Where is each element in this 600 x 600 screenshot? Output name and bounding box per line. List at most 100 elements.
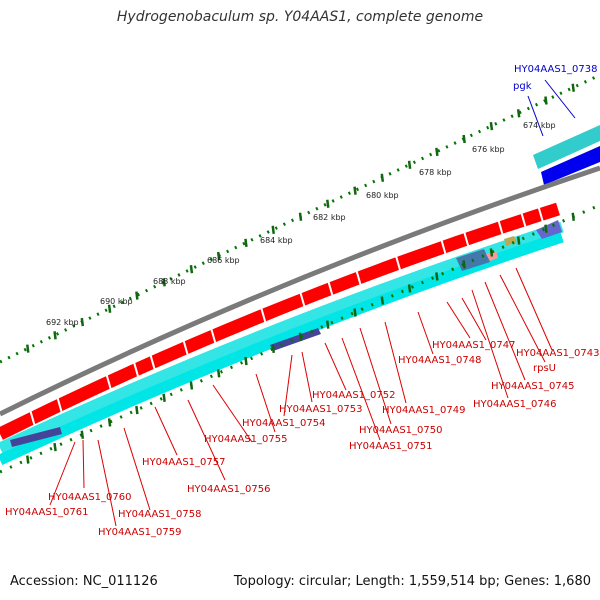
ruler-tick	[380, 173, 385, 182]
gene-boundary	[299, 292, 306, 307]
inner-ruler-tick	[80, 430, 85, 439]
inner-ruler-tick	[162, 393, 166, 402]
inner-ruler-tick	[216, 369, 221, 378]
ruler-label-680: 680 kbp	[366, 191, 399, 200]
label-hy04aas1-0738: HY04AAS1_0738	[514, 64, 597, 75]
label-hy04aas1-0756: HY04AAS1_0756	[187, 484, 270, 495]
gene-boundary	[440, 239, 447, 255]
ruler-tick	[53, 331, 57, 340]
ruler-tick	[462, 134, 466, 144]
inner-ruler-tick	[271, 344, 275, 354]
label-hy04aas1-0750: HY04AAS1_0750	[359, 425, 442, 436]
gene-boundary	[149, 355, 156, 370]
ruler-label-676: 676 kbp	[472, 145, 505, 154]
ruler-tick	[135, 291, 139, 300]
inner-ruler-tick	[380, 296, 385, 305]
gene-0761	[10, 427, 62, 447]
inner-ruler-tick	[544, 224, 548, 233]
label-hy04aas1-0749: HY04AAS1_0749	[382, 405, 465, 416]
ruler-tick	[189, 265, 194, 274]
inner-ruler-tick	[407, 284, 412, 293]
gene-boundary	[463, 231, 470, 247]
gene-boundary	[520, 212, 527, 228]
ruler-tick	[271, 225, 275, 234]
forward-gene-track	[0, 202, 560, 440]
gene-boundary	[327, 281, 334, 296]
ruler-tick	[353, 186, 357, 195]
ruler-tick	[107, 304, 112, 313]
gene-boundary	[133, 362, 140, 377]
inner-ruler-tick	[435, 272, 439, 281]
label-hy04aas1-0746: HY04AAS1_0746	[473, 399, 556, 410]
label-hy04aas1-0753: HY04AAS1_0753	[279, 404, 362, 415]
reverse-labels: HY04AAS1_0743 rpsU HY04AAS1_0745 HY04AAS…	[5, 340, 599, 538]
label-hy04aas1-0748: HY04AAS1_0748	[398, 355, 481, 366]
label-hy04aas1-0757: HY04AAS1_0757	[142, 457, 225, 468]
inner-ruler-tick	[516, 236, 521, 245]
inner-ruler-tick	[107, 418, 112, 427]
ruler-tick	[489, 121, 494, 131]
ruler-tick	[162, 278, 166, 287]
ruler-tick	[244, 238, 248, 248]
label-hy04aas1-0754: HY04AAS1_0754	[242, 418, 325, 429]
inner-ruler-tick	[298, 332, 303, 341]
gene-boundary	[29, 410, 36, 426]
label-hy04aas1-0745: HY04AAS1_0745	[491, 381, 574, 392]
ruler-label-678: 678 kbp	[419, 168, 452, 177]
inner-ruler-tick	[244, 356, 248, 366]
forward-cds-track	[533, 125, 600, 169]
label-hy04aas1-0755: HY04AAS1_0755	[204, 434, 287, 445]
pgk-gene	[541, 146, 600, 185]
ruler-major-ticks	[26, 83, 575, 353]
gene-rpsU	[504, 236, 517, 246]
ruler-label-682: 682 kbp	[313, 213, 346, 222]
ruler-tick	[26, 344, 30, 353]
inner-ruler-tick	[26, 455, 30, 464]
gene-boundary	[537, 207, 544, 222]
inner-ruler-tick	[189, 381, 194, 390]
gene-boundaries	[29, 207, 544, 426]
label-hy04aas1-0758: HY04AAS1_0758	[118, 509, 201, 520]
genome-summary: Topology: circular; Length: 1,559,514 bp…	[233, 574, 591, 589]
ruler-label-684: 684 kbp	[260, 236, 293, 245]
label-hy04aas1-0743: HY04AAS1_0743	[516, 348, 599, 359]
ruler-tick	[407, 160, 412, 169]
ruler-tick	[80, 317, 85, 327]
label-pgk: pgk	[513, 81, 532, 92]
label-hy04aas1-0747: HY04AAS1_0747	[432, 340, 515, 351]
gene-boundary	[355, 270, 362, 286]
inner-ruler-tick	[53, 442, 57, 452]
inner-ruler-major-ticks	[26, 212, 575, 464]
genome-backbone	[0, 165, 600, 417]
ruler-tick	[216, 251, 221, 261]
inner-ruler-tick	[326, 320, 330, 329]
gene-boundary	[260, 307, 267, 323]
label-hy04aas1-0751: HY04AAS1_0751	[349, 441, 432, 452]
ruler-label-690: 690 kbp	[100, 297, 133, 306]
gene-boundary	[497, 220, 504, 235]
label-hy04aas1-0752: HY04AAS1_0752	[312, 390, 395, 401]
label-hy04aas1-0759: HY04AAS1_0759	[98, 527, 181, 538]
inner-ruler-tick	[353, 308, 357, 317]
ruler-tick	[298, 212, 303, 221]
gene-boundary	[182, 340, 189, 356]
inner-ruler-tick	[135, 405, 139, 415]
inner-ruler-tick	[462, 260, 466, 269]
gene-boundary	[210, 328, 217, 344]
gene-0743	[536, 220, 562, 239]
label-rpsU: rpsU	[533, 363, 556, 374]
label-hy04aas1-0761: HY04AAS1_0761	[5, 507, 88, 518]
ruler-tick	[544, 96, 548, 105]
ruler-label-692: 692 kbp	[46, 318, 79, 327]
map-title: Hydrogenobaculum sp. Y04AAS1, complete g…	[116, 9, 484, 25]
ruler-label-686: 686 kbp	[207, 256, 240, 265]
ruler-tick	[516, 109, 521, 118]
gene-boundary	[395, 256, 402, 271]
label-hy04aas1-0760: HY04AAS1_0760	[48, 492, 131, 503]
gene-boundary	[105, 374, 112, 390]
ruler-label-688: 688 kbp	[153, 277, 186, 286]
ruler-tick	[326, 199, 330, 208]
accession-label: Accession: NC_011126	[10, 574, 158, 589]
ruler-tick	[571, 83, 575, 92]
